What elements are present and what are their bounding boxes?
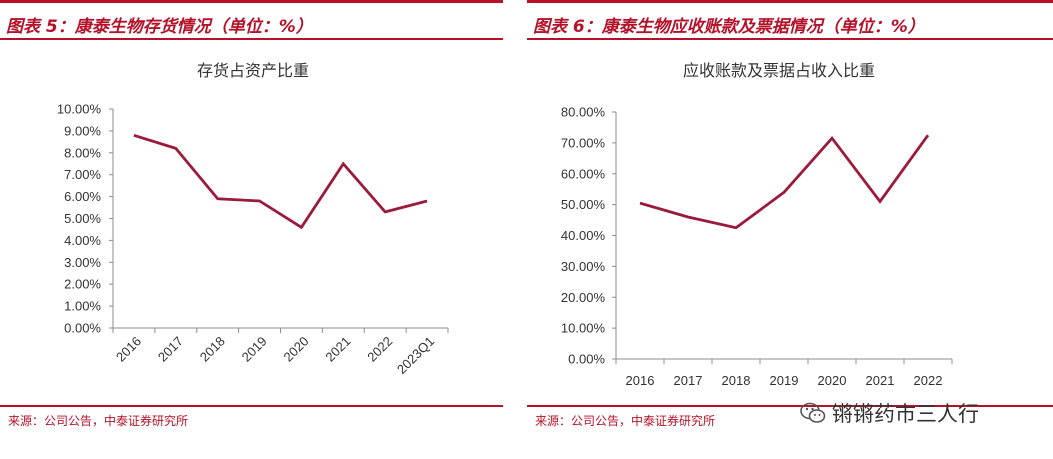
source-note: 来源：公司公告，中泰证券研究所: [535, 414, 716, 428]
caption-rule: [0, 38, 503, 40]
y-tick-label: 70.00%: [561, 135, 606, 150]
series-line: [133, 133, 428, 230]
x-tick-label: 2018: [722, 373, 751, 388]
chart-panel-inventory: 图表 5：康泰生物存货情况（单位：%） 存货占资产比重 0.00% 1.00% 2.…: [0, 0, 503, 459]
chart-title: 存货占资产比重: [197, 61, 309, 80]
y-tick-label: 10.00%: [57, 102, 102, 117]
x-tick-label: 2018: [197, 334, 228, 365]
watermark: 锵锵药市三人行: [800, 398, 979, 428]
x-tick-label: 2022: [914, 373, 943, 388]
footer-rule: [527, 405, 1053, 407]
watermark-text: 锵锵药市三人行: [832, 402, 979, 426]
x-tick-label: 2022: [364, 334, 395, 365]
x-tick-label: 2023Q1: [394, 334, 437, 377]
y-tick-label: 1.00%: [64, 299, 101, 314]
y-tick-label: 3.00%: [64, 255, 101, 270]
figure-caption: 图表 6：康泰生物应收账款及票据情况（单位：%）: [533, 17, 925, 37]
y-tick-label: 80.00%: [561, 105, 606, 120]
x-tick-label: 2020: [281, 334, 312, 365]
series-line: [639, 134, 930, 230]
x-tick-label: 2020: [818, 373, 847, 388]
y-tick-label: 0.00%: [568, 352, 605, 367]
x-tick-label: 2017: [674, 373, 703, 388]
receivables-line-chart: 应收账款及票据占收入比重 0.00% 10.00% 20.00% 30.00% 40.0…: [561, 61, 953, 388]
y-tick-label: 2.00%: [64, 277, 101, 292]
x-tick-label: 2021: [866, 373, 895, 388]
y-tick-label: 6.00%: [64, 189, 101, 204]
y-tick-label: 8.00%: [64, 145, 101, 160]
y-tick-label: 7.00%: [64, 167, 101, 182]
figure-caption: 图表 5：康泰生物存货情况（单位：%）: [6, 17, 313, 37]
top-rule: [0, 0, 503, 3]
inventory-line-chart: 存货占资产比重 0.00% 1.00% 2.00% 3.00% 4.00% 5.00% 6.…: [57, 61, 449, 377]
chart-panel-receivables: 图表 6：康泰生物应收账款及票据情况（单位：%） 应收账款及票据占收入比重 0.…: [527, 0, 1053, 459]
top-rule: [527, 0, 1053, 3]
footer-rule: [0, 405, 503, 407]
chart-title: 应收账款及票据占收入比重: [683, 61, 875, 80]
y-tick-label: 50.00%: [561, 197, 606, 212]
y-tick-label: 5.00%: [64, 211, 101, 226]
y-tick-label: 10.00%: [561, 321, 606, 336]
x-tick-label: 2016: [113, 334, 144, 365]
y-tick-label: 0.00%: [64, 321, 101, 336]
y-tick-label: 60.00%: [561, 166, 606, 181]
y-tick-label: 30.00%: [561, 259, 606, 274]
x-tick-label: 2021: [322, 334, 353, 365]
source-note: 来源：公司公告，中泰证券研究所: [8, 414, 189, 428]
y-tick-label: 40.00%: [561, 228, 606, 243]
wechat-chat-icon: [800, 402, 826, 423]
x-tick-label: 2019: [239, 334, 270, 365]
x-tick-label: 2019: [770, 373, 799, 388]
caption-rule: [527, 38, 1053, 40]
y-tick-label: 9.00%: [64, 123, 101, 138]
x-tick-label: 2016: [626, 373, 655, 388]
y-tick-label: 4.00%: [64, 233, 101, 248]
x-tick-label: 2017: [155, 334, 186, 365]
y-tick-label: 20.00%: [561, 290, 606, 305]
